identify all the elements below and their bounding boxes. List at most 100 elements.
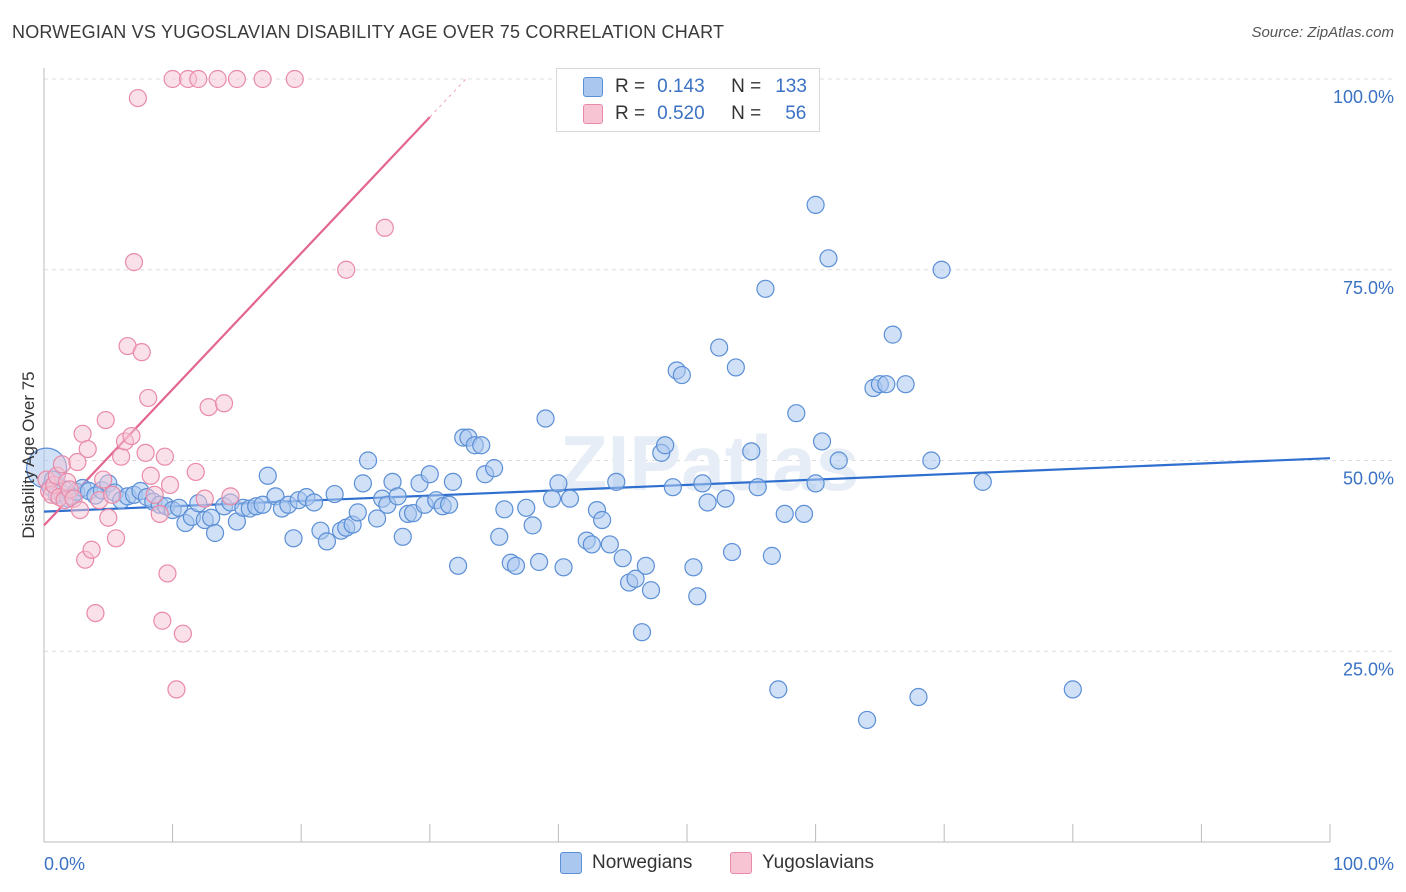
y-tick-label: 100.0% bbox=[1333, 87, 1394, 107]
point-yugoslavians bbox=[221, 487, 240, 506]
point-yugoslavians bbox=[155, 447, 174, 466]
point-yugoslavians bbox=[214, 394, 234, 413]
point-norwegians bbox=[472, 436, 491, 455]
point-yugoslavians bbox=[375, 218, 394, 237]
point-norwegians bbox=[393, 527, 412, 546]
x-tick-label-max: 100.0% bbox=[1333, 854, 1394, 874]
point-norwegians bbox=[613, 549, 632, 568]
point-yugoslavians bbox=[158, 564, 177, 583]
point-norwegians bbox=[748, 478, 767, 497]
point-norwegians bbox=[549, 474, 568, 493]
point-yugoslavians bbox=[227, 69, 246, 89]
pink-swatch bbox=[583, 104, 603, 124]
point-yugoslavians bbox=[122, 426, 141, 446]
y-tick-label: 25.0% bbox=[1343, 659, 1394, 679]
point-yugoslavians bbox=[186, 462, 205, 482]
point-norwegians bbox=[973, 472, 992, 491]
point-yugoslavians bbox=[68, 452, 87, 472]
correlation-legend: R = 0.143 N = 133 R = 0.520 N = 56 bbox=[556, 68, 820, 132]
point-norwegians bbox=[693, 474, 712, 493]
point-norwegians bbox=[656, 436, 675, 455]
n-label: N = bbox=[731, 76, 762, 97]
point-norwegians bbox=[600, 535, 619, 554]
point-norwegians bbox=[542, 489, 562, 508]
point-norwegians bbox=[775, 504, 794, 524]
point-norwegians bbox=[857, 710, 877, 730]
point-yugoslavians bbox=[132, 343, 151, 362]
point-norwegians bbox=[663, 478, 682, 497]
point-norwegians bbox=[607, 472, 626, 491]
point-norwegians bbox=[636, 556, 655, 575]
point-yugoslavians bbox=[285, 69, 304, 89]
y-axis-label: Disability Age Over 75 bbox=[19, 371, 38, 538]
point-yugoslavians bbox=[52, 455, 72, 474]
legend-norwegians: Norwegians bbox=[560, 852, 692, 874]
blue-swatch bbox=[560, 852, 582, 874]
point-norwegians bbox=[284, 529, 303, 548]
legend-yugoslavians-label: Yugoslavians bbox=[762, 852, 874, 873]
pink-swatch bbox=[730, 852, 752, 874]
point-yugoslavians bbox=[124, 253, 144, 272]
point-norwegians bbox=[877, 375, 896, 394]
point-yugoslavians bbox=[153, 611, 172, 630]
point-norwegians bbox=[922, 451, 941, 470]
point-norwegians bbox=[716, 489, 735, 508]
gridlines bbox=[44, 78, 1392, 652]
n-value: 133 bbox=[775, 76, 807, 97]
point-norwegians bbox=[909, 687, 928, 707]
point-norwegians bbox=[829, 451, 848, 470]
point-norwegians bbox=[684, 558, 703, 577]
legend-row-norwegians: R = 0.143 N = 133 bbox=[583, 74, 807, 100]
point-yugoslavians bbox=[112, 447, 131, 466]
point-yugoslavians bbox=[82, 540, 101, 559]
point-yugoslavians bbox=[189, 69, 208, 89]
point-norwegians bbox=[367, 509, 387, 528]
y-tick-label: 50.0% bbox=[1343, 469, 1394, 489]
point-norwegians bbox=[317, 532, 337, 551]
source-label: Source: ZipAtlas.com bbox=[1251, 24, 1394, 41]
point-norwegians bbox=[506, 556, 526, 575]
point-norwegians bbox=[698, 493, 717, 512]
point-norwegians bbox=[688, 587, 707, 606]
point-norwegians bbox=[304, 493, 324, 512]
point-norwegians bbox=[726, 358, 745, 377]
point-norwegians bbox=[358, 451, 378, 470]
x-tick-label-min: 0.0% bbox=[44, 854, 85, 874]
point-norwegians bbox=[769, 680, 788, 699]
point-yugoslavians bbox=[139, 388, 158, 408]
point-norwegians bbox=[523, 516, 542, 535]
point-norwegians bbox=[722, 542, 742, 562]
point-yugoslavians bbox=[136, 443, 155, 462]
point-norwegians bbox=[325, 484, 344, 504]
point-norwegians bbox=[806, 195, 825, 214]
legend-norwegians-label: Norwegians bbox=[592, 852, 693, 873]
point-yugoslavians bbox=[199, 397, 218, 417]
point-yugoslavians bbox=[99, 508, 118, 527]
legend-yugoslavians: Yugoslavians bbox=[730, 852, 874, 874]
point-norwegians bbox=[536, 409, 555, 428]
point-norwegians bbox=[812, 432, 832, 451]
point-norwegians bbox=[626, 569, 645, 588]
legend-row-yugoslavians: R = 0.520 N = 56 bbox=[583, 101, 806, 127]
point-yugoslavians bbox=[106, 529, 126, 548]
point-yugoslavians bbox=[173, 624, 192, 643]
point-yugoslavians bbox=[86, 603, 105, 623]
point-norwegians bbox=[253, 495, 272, 514]
point-norwegians bbox=[485, 459, 504, 478]
point-norwegians bbox=[517, 498, 536, 517]
point-yugoslavians bbox=[145, 485, 164, 504]
point-yugoslavians bbox=[70, 500, 90, 520]
trend-line-yugoslavians-extension bbox=[429, 75, 469, 118]
trend-line-yugoslavians bbox=[43, 116, 431, 527]
chart-title: NORWEGIAN VS YUGOSLAVIAN DISABILITY AGE … bbox=[12, 22, 725, 42]
point-norwegians bbox=[554, 558, 573, 577]
point-norwegians bbox=[756, 279, 775, 298]
point-norwegians bbox=[632, 623, 652, 642]
point-norwegians bbox=[762, 546, 781, 565]
point-norwegians bbox=[205, 523, 225, 543]
point-norwegians bbox=[448, 556, 468, 575]
point-yugoslavians bbox=[94, 470, 113, 489]
point-norwegians bbox=[495, 500, 514, 519]
watermark: ZIPatlas bbox=[560, 419, 859, 507]
point-norwegians bbox=[582, 535, 601, 554]
